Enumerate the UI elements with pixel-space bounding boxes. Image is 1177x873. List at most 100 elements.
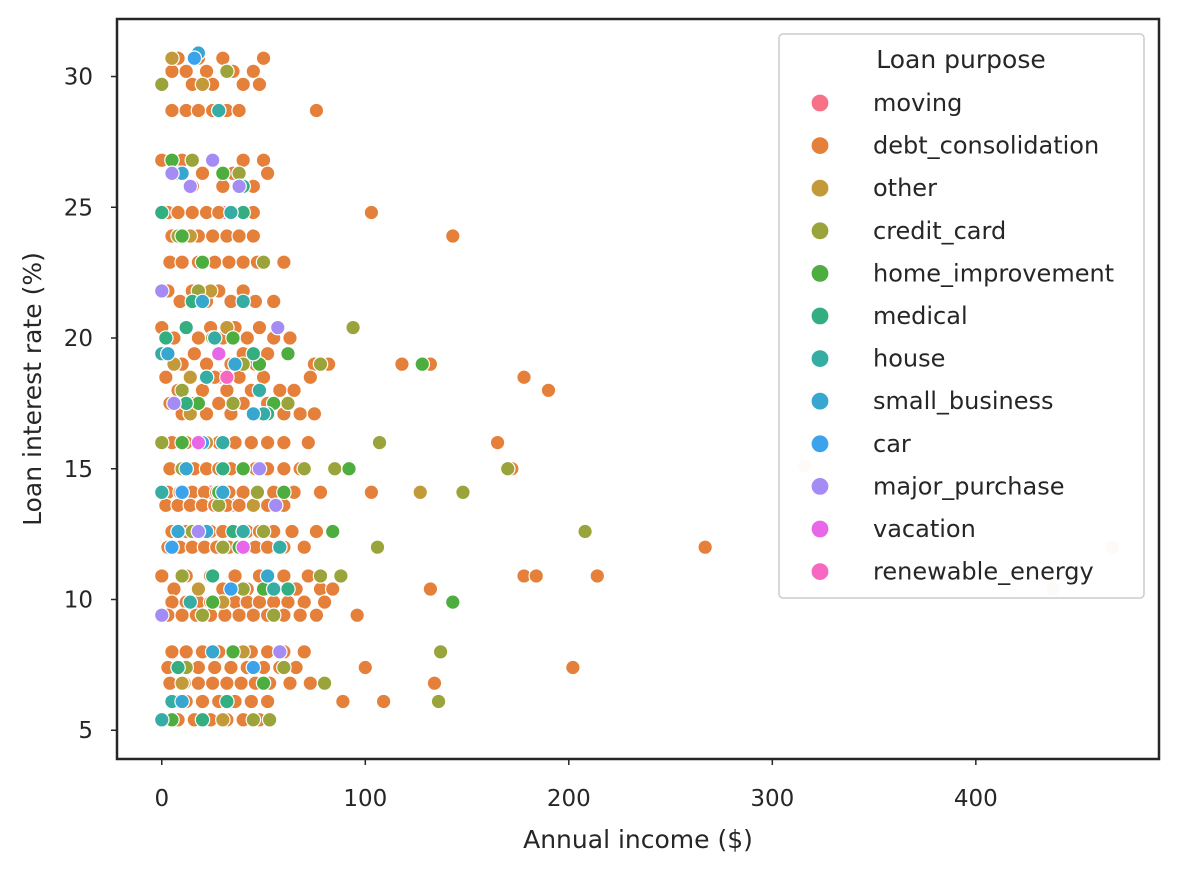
data-point	[178, 63, 194, 80]
data-point	[280, 594, 296, 610]
data-point	[577, 523, 593, 540]
legend-marker	[810, 434, 830, 454]
data-point	[394, 356, 410, 372]
data-point	[206, 330, 223, 346]
legend-marker	[810, 391, 830, 411]
data-point	[194, 693, 211, 710]
data-point	[190, 581, 207, 597]
data-point	[245, 659, 262, 676]
data-point	[194, 254, 211, 270]
data-point	[204, 228, 221, 244]
data-point	[589, 568, 606, 584]
data-point	[186, 50, 203, 67]
data-point	[316, 594, 333, 610]
legend-label: home_improvement	[873, 259, 1114, 287]
data-point	[426, 675, 443, 691]
data-point	[282, 330, 298, 346]
data-point	[217, 607, 233, 623]
legend-label: vacation	[873, 515, 976, 543]
data-point	[540, 382, 557, 399]
data-point	[194, 76, 211, 93]
data-point	[225, 643, 241, 660]
data-point	[223, 581, 239, 597]
legend-label: moving	[873, 89, 962, 117]
data-point	[335, 693, 351, 710]
data-point	[261, 711, 278, 728]
data-point	[215, 460, 231, 477]
data-point	[190, 675, 207, 691]
data-point	[245, 711, 262, 728]
legend-label: car	[873, 430, 911, 458]
data-point	[276, 568, 292, 584]
data-point	[198, 63, 215, 80]
y-tick-label: 20	[64, 326, 93, 352]
plot-frame	[115, 17, 1161, 761]
data-point	[245, 406, 262, 422]
series-vacation	[190, 345, 251, 555]
data-point	[239, 330, 256, 346]
legend-label: house	[873, 345, 945, 373]
data-point	[249, 484, 266, 501]
data-point	[245, 607, 262, 623]
data-point	[312, 356, 329, 372]
data-point	[219, 675, 235, 691]
data-point	[231, 228, 247, 244]
data-point	[302, 675, 319, 691]
data-point	[164, 152, 180, 169]
legend-entry-renewable-energy: renewable_energy	[810, 558, 1094, 586]
data-point	[153, 76, 170, 93]
data-point	[182, 178, 199, 195]
data-point	[219, 63, 235, 80]
data-point	[341, 460, 357, 477]
legend: Loan purpose moving debt_consolidationoth…	[778, 33, 1145, 599]
data-point	[194, 382, 211, 399]
data-point	[219, 369, 235, 386]
data-point	[206, 659, 223, 676]
y-axis-ticks: 5 10 15 20 25 30	[64, 65, 117, 744]
data-point	[312, 568, 329, 584]
data-point	[375, 693, 392, 710]
data-point	[489, 434, 506, 451]
data-point	[251, 319, 268, 336]
data-point	[292, 607, 308, 623]
data-point	[280, 395, 296, 412]
data-point	[153, 484, 170, 501]
data-point	[371, 434, 388, 451]
y-tick-label: 5	[78, 718, 93, 744]
data-point	[158, 330, 174, 346]
data-point	[164, 643, 180, 660]
y-axis-label: Loan interest rate (%)	[18, 252, 47, 526]
data-point	[255, 152, 272, 169]
data-point	[164, 539, 180, 555]
data-point	[296, 594, 313, 610]
data-point	[251, 460, 268, 477]
legend-marker	[810, 561, 830, 582]
data-point	[349, 607, 365, 623]
legend-entry-car: car	[810, 430, 911, 458]
points-layer	[153, 45, 1120, 728]
y-tick-label: 15	[64, 457, 93, 483]
data-point	[259, 568, 276, 584]
data-point	[227, 568, 243, 584]
data-point	[296, 643, 313, 660]
data-point	[324, 523, 341, 540]
data-point	[174, 382, 190, 399]
legend-marker	[810, 306, 830, 326]
x-axis-ticks: 0 100 200 300 400	[154, 759, 998, 812]
data-point	[178, 460, 194, 477]
legend-marker	[810, 349, 830, 369]
data-point	[235, 484, 251, 501]
data-point	[231, 102, 247, 119]
data-point	[174, 675, 190, 691]
legend-marker	[810, 93, 830, 113]
data-point	[265, 594, 282, 610]
data-point	[265, 581, 282, 597]
data-point	[235, 523, 251, 540]
x-tick-label: 300	[750, 786, 794, 812]
data-point	[164, 165, 180, 182]
data-point	[300, 434, 317, 451]
data-point	[455, 484, 471, 501]
data-point	[286, 382, 302, 399]
series-debt-consolidation	[153, 50, 713, 728]
